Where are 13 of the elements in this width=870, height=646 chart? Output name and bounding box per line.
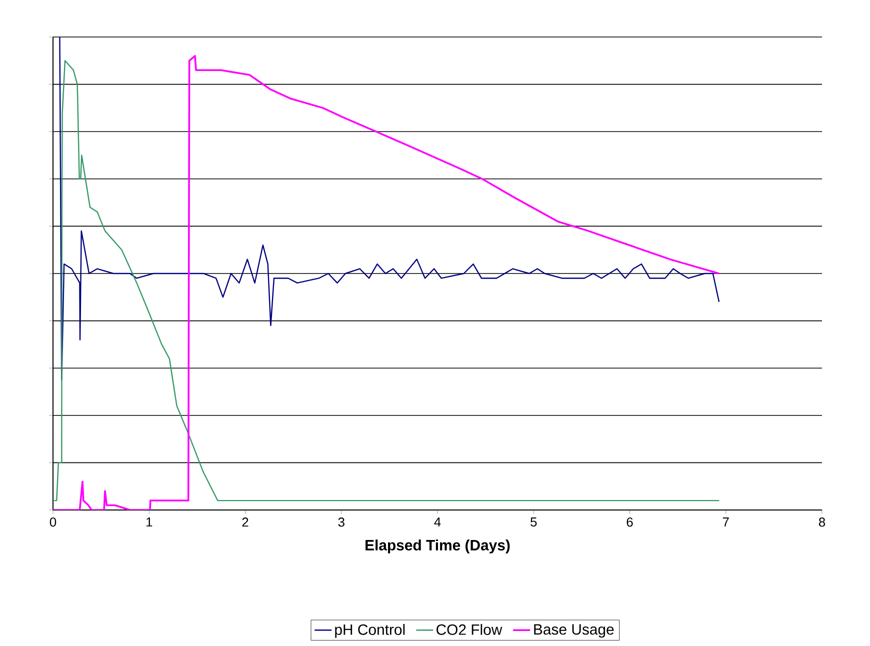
x-tick-label: 4 xyxy=(434,518,441,526)
x-tick-label: 7 xyxy=(722,518,729,526)
legend-label: pH Control xyxy=(335,624,405,638)
x-tick-label: 0 xyxy=(50,518,56,527)
x-tick-label: 5 xyxy=(530,518,537,527)
x-tick-label: 3 xyxy=(338,518,344,527)
x-tick-label: 6 xyxy=(626,518,633,527)
legend-label: Base Usage xyxy=(534,624,614,638)
x-tick-label: 8 xyxy=(818,518,826,527)
x-tick-label: 2 xyxy=(242,518,248,527)
x-tick-label: 1 xyxy=(146,518,152,526)
x-axis-title: Elapsed Time (Days) xyxy=(366,539,510,554)
legend-label: CO2 Flow xyxy=(436,624,502,635)
